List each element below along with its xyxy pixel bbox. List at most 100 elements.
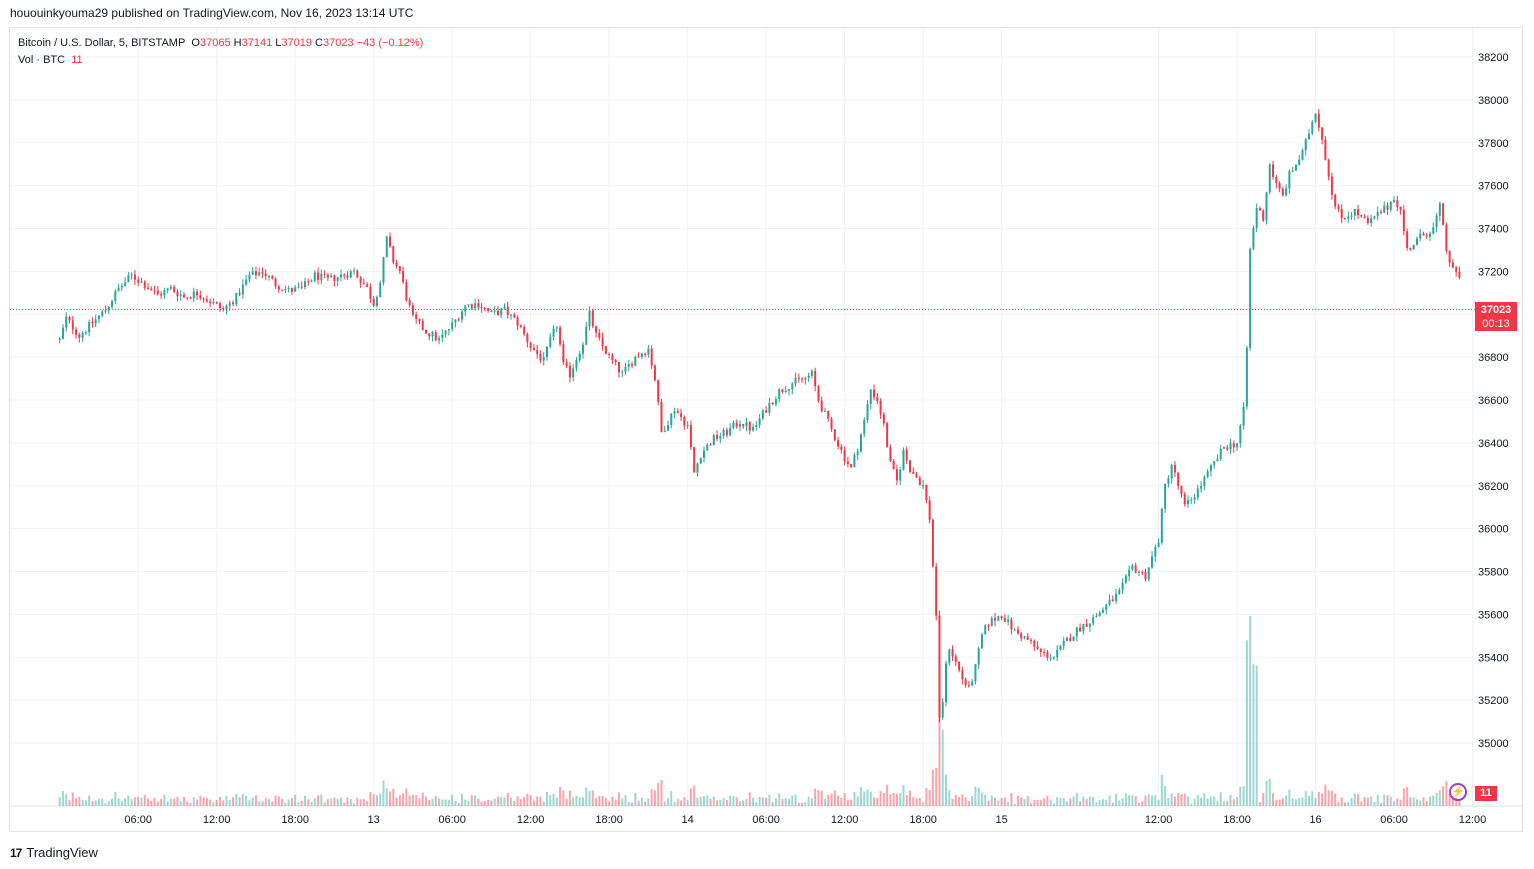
candle-body bbox=[343, 274, 346, 276]
candle-body bbox=[192, 291, 195, 299]
candle-body bbox=[353, 270, 356, 272]
candle-body bbox=[1222, 447, 1225, 449]
volume-bar bbox=[781, 799, 784, 806]
volume-bar bbox=[1196, 794, 1199, 806]
volume-bar bbox=[990, 795, 993, 806]
legend-volume-label[interactable]: Vol · BTC bbox=[18, 54, 66, 66]
volume-bar bbox=[241, 794, 244, 806]
volume-bar bbox=[935, 767, 938, 806]
volume-bar bbox=[418, 798, 421, 806]
candle-body bbox=[804, 377, 807, 380]
candle-body bbox=[1151, 556, 1154, 568]
candle-body bbox=[1445, 224, 1448, 251]
volume-bar bbox=[1350, 798, 1353, 806]
volume-bar bbox=[1324, 784, 1327, 806]
candle-body bbox=[1330, 176, 1333, 195]
candle-body bbox=[196, 291, 199, 296]
candle-body bbox=[909, 460, 912, 472]
volume-bar bbox=[303, 795, 306, 806]
candle-body bbox=[444, 330, 447, 335]
candle-body bbox=[68, 316, 71, 321]
volume-bar bbox=[1275, 799, 1278, 806]
candle-body bbox=[1242, 406, 1245, 426]
volume-bar bbox=[1314, 797, 1317, 806]
candle-body bbox=[755, 425, 758, 428]
volume-bar bbox=[274, 795, 277, 806]
volume-bar bbox=[604, 797, 607, 806]
last-volume-tag: 11 bbox=[1475, 786, 1497, 801]
price-tick-label: 36000 bbox=[1478, 524, 1509, 536]
candle-body bbox=[1396, 200, 1399, 207]
volume-bar bbox=[179, 801, 182, 806]
time-tick-label: 12:00 bbox=[1459, 814, 1487, 826]
chart-frame[interactable] bbox=[9, 27, 1523, 832]
candle-body bbox=[631, 364, 634, 366]
volume-bar bbox=[516, 796, 519, 806]
candle-body bbox=[58, 338, 61, 340]
candle-body bbox=[513, 314, 516, 318]
volume-bar bbox=[1438, 790, 1441, 806]
candle-body bbox=[284, 289, 287, 291]
volume-bar bbox=[575, 795, 578, 806]
volume-bar bbox=[758, 796, 761, 806]
volume-bar bbox=[375, 795, 378, 806]
volume-bar bbox=[1046, 795, 1049, 806]
legend-symbol[interactable]: Bitcoin / U.S. Dollar, 5, BITSTAMP bbox=[18, 37, 186, 49]
volume-bar bbox=[761, 797, 764, 806]
volume-bar bbox=[1304, 791, 1307, 806]
candle-body bbox=[971, 681, 974, 686]
candle-body bbox=[1200, 486, 1203, 489]
volume-bar bbox=[696, 797, 699, 806]
volume-bar bbox=[212, 802, 215, 806]
candle-body bbox=[709, 444, 712, 446]
volume-bar bbox=[1262, 792, 1265, 806]
candle-body bbox=[1360, 215, 1363, 217]
candle-body bbox=[209, 301, 212, 304]
candle-body bbox=[899, 469, 902, 481]
volume-bar bbox=[647, 798, 650, 806]
volume-bar bbox=[686, 799, 689, 806]
candle-body bbox=[575, 360, 578, 369]
candle-body bbox=[264, 273, 267, 277]
volume-bar bbox=[104, 803, 107, 806]
volume-bar bbox=[460, 793, 463, 806]
volume-bar bbox=[804, 801, 807, 806]
candle-body bbox=[1144, 571, 1147, 580]
lightning-icon[interactable]: ⚡ bbox=[1449, 783, 1467, 801]
candle-body bbox=[225, 305, 228, 310]
candle-body bbox=[565, 362, 568, 366]
candle-body bbox=[1213, 461, 1216, 466]
candle-body bbox=[670, 413, 673, 426]
volume-bar bbox=[938, 670, 941, 806]
candle-body bbox=[683, 417, 686, 426]
candle-body bbox=[1366, 217, 1369, 224]
volume-bar bbox=[581, 797, 584, 806]
volume-bar bbox=[323, 802, 326, 806]
volume-bar bbox=[477, 798, 480, 806]
candle-body bbox=[447, 329, 450, 331]
candle-body bbox=[336, 277, 339, 282]
volume-bar bbox=[532, 800, 535, 806]
candle-body bbox=[425, 329, 427, 334]
candle-body bbox=[451, 322, 454, 330]
volume-bar bbox=[88, 795, 91, 806]
candle-body bbox=[555, 327, 558, 329]
candle-body bbox=[464, 305, 467, 312]
volume-bar bbox=[1363, 797, 1366, 806]
candle-body bbox=[395, 262, 398, 267]
candle-body bbox=[585, 326, 588, 345]
legend-close-value: 37023 bbox=[322, 37, 354, 49]
candle-body bbox=[199, 295, 202, 299]
volume-bar bbox=[467, 801, 470, 806]
candle-body bbox=[1435, 215, 1438, 228]
candle-body bbox=[366, 284, 369, 287]
tradingview-brand[interactable]: 17 TradingView bbox=[10, 845, 98, 860]
candle-body bbox=[752, 427, 755, 431]
volume-bar bbox=[1308, 795, 1311, 806]
volume-bar bbox=[546, 791, 549, 806]
time-tick-label: 06:00 bbox=[124, 814, 152, 826]
candle-body bbox=[1402, 210, 1405, 232]
volume-bar bbox=[1134, 796, 1137, 806]
candle-body bbox=[807, 375, 810, 378]
